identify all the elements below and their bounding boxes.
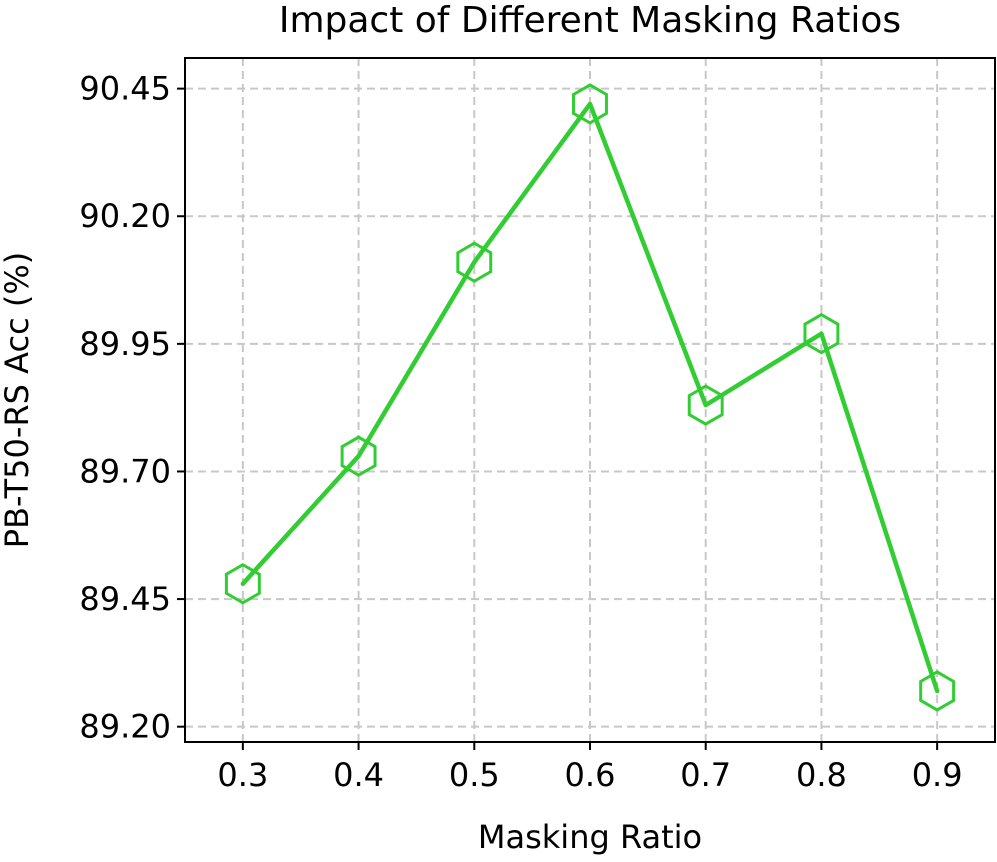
y-axis-label: PB-T50-RS Acc (%): [0, 252, 36, 548]
y-tick-label: 90.45: [79, 70, 171, 108]
grid: [185, 58, 995, 742]
series-layer: [224, 83, 956, 712]
x-tick-label: 0.9: [912, 756, 963, 794]
series-line: [240, 101, 940, 694]
x-tick-label: 0.7: [680, 756, 731, 794]
y-tick-label: 89.45: [79, 580, 171, 618]
chart-title: Impact of Different Masking Ratios: [279, 0, 901, 41]
data-point-marker: [340, 435, 377, 477]
x-axis-label: Masking Ratio: [478, 818, 702, 856]
data-point-marker: [803, 312, 840, 355]
data-point-marker: [919, 670, 956, 712]
x-tick-label: 0.6: [565, 756, 616, 794]
y-tick-label: 89.70: [79, 452, 171, 490]
x-tick-label: 0.5: [449, 756, 500, 794]
y-tick-label: 90.20: [79, 197, 171, 235]
x-tick-label: 0.3: [217, 756, 268, 794]
data-point-marker: [687, 384, 724, 426]
data-point-marker: [456, 241, 493, 283]
data-point-marker: [572, 83, 608, 125]
y-tick-label: 89.20: [79, 708, 171, 746]
x-tick-label: 0.8: [796, 756, 847, 794]
x-tick-label: 0.4: [333, 756, 384, 794]
data-point-marker: [224, 563, 261, 605]
ticks: 0.3 0.4 0.5 0.6 0.7 0.8 0.9 89.20 89.45 89.70 89.9…: [79, 70, 962, 794]
y-tick-label: 89.95: [79, 325, 171, 363]
